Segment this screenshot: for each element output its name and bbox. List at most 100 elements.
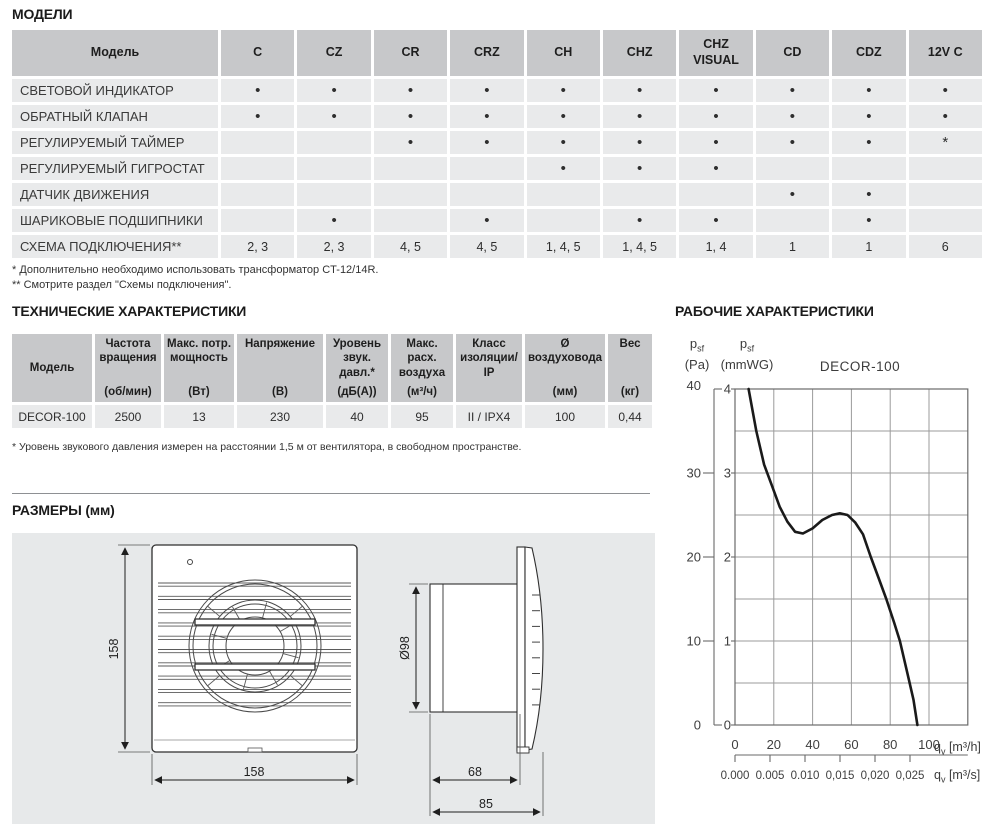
feature-cell	[221, 209, 295, 232]
feature-cell: *	[908, 131, 982, 154]
tech-col-unit: (м³/ч)	[407, 385, 437, 398]
feature-cell: •	[526, 157, 600, 180]
dimensions-drawing: 158 158 Ø98 68 85	[107, 544, 544, 816]
feature-cell	[679, 183, 753, 206]
feature-cell	[297, 131, 371, 154]
tech-col-name: Модель	[29, 361, 75, 374]
models-col-header: C	[221, 30, 295, 76]
feature-cell	[908, 209, 982, 232]
svg-text:0,015: 0,015	[826, 770, 855, 782]
tech-section-title: ТЕХНИЧЕСКИЕ ХАРАКТЕРИСТИКИ	[12, 303, 247, 319]
mmwg-axis-unit: (mmWG)	[720, 356, 774, 372]
pa-axis-subscript: sf	[697, 343, 705, 354]
models-col-header: 12V C	[908, 30, 982, 76]
models-table-row: ОБРАТНЫЙ КЛАПАН • • • • • • • • • •	[12, 105, 982, 128]
feature-cell: •	[221, 79, 295, 102]
flow-axis-subscript: v	[940, 774, 946, 785]
feature-cell	[526, 209, 600, 232]
mmwg-axis-symbol: p	[739, 336, 748, 351]
tech-col-header: Ø воздуховода (мм)	[525, 334, 605, 402]
dimensions-section-title: РАЗМЕРЫ (мм)	[12, 502, 115, 518]
feature-cell: •	[679, 157, 753, 180]
feature-label: ДАТЧИК ДВИЖЕНИЯ	[12, 183, 218, 206]
models-col-header: CH	[526, 30, 600, 76]
models-col-header: CD	[755, 30, 830, 76]
models-col-header: CZ	[297, 30, 371, 76]
models-section-title: МОДЕЛИ	[12, 6, 73, 22]
wiring-scheme-cell: 2, 3	[221, 235, 295, 258]
feature-cell	[297, 183, 371, 206]
dim-front-width: 158	[244, 765, 265, 779]
svg-text:30: 30	[687, 466, 701, 481]
feature-cell: •	[373, 131, 448, 154]
pa-axis-label: psf (Pa)	[676, 336, 718, 372]
feature-cell: •	[602, 157, 677, 180]
tech-footnote: * Уровень звукового давления измерен на …	[12, 441, 522, 453]
feature-cell: •	[755, 183, 830, 206]
svg-text:1: 1	[724, 634, 731, 649]
models-col-header: CHZ VISUAL	[679, 30, 753, 76]
tech-value-noise: 40	[326, 405, 388, 428]
feature-cell: •	[602, 105, 677, 128]
feature-label: СХЕМА ПОДКЛЮЧЕНИЯ**	[12, 235, 218, 258]
feature-cell	[755, 209, 830, 232]
feature-cell: •	[908, 79, 982, 102]
tech-value-diameter: 100	[525, 405, 605, 428]
feature-label: РЕГУЛИРУЕМЫЙ ГИГРОСТАТ	[12, 157, 218, 180]
svg-text:60: 60	[844, 737, 858, 752]
side-view-drawing	[429, 546, 544, 754]
models-col-header: CHZ	[602, 30, 677, 76]
mmwg-axis-label: psf (mmWG)	[716, 336, 778, 372]
wiring-scheme-cell: 6	[908, 235, 982, 258]
tech-col-header: Класс изоляции/ IP	[456, 334, 522, 402]
wiring-scheme-cell: 1, 4, 5	[526, 235, 600, 258]
models-table-header-row: Модель C CZ CR CRZ CH CHZ CHZ VISUAL CD …	[12, 30, 982, 76]
chart-title: DECOR-100	[819, 359, 901, 374]
models-table-row: ШАРИКОВЫЕ ПОДШИПНИКИ • • • • •	[12, 209, 982, 232]
feature-cell: •	[526, 131, 600, 154]
tech-value-weight: 0,44	[608, 405, 652, 428]
models-table-row: РЕГУЛИРУЕМЫЙ ТАЙМЕР • • • • • • • *	[12, 131, 982, 154]
svg-text:4: 4	[724, 382, 731, 397]
feature-cell	[908, 183, 982, 206]
pa-axis-unit: (Pa)	[684, 356, 710, 372]
flow-axis-symbol: q	[934, 740, 941, 754]
tech-col-name: Уровень звук. давл.*	[332, 338, 382, 379]
tech-col-name: Макс. потр. мощность	[166, 338, 232, 365]
svg-text:2: 2	[724, 550, 731, 565]
svg-text:10: 10	[687, 634, 701, 649]
feature-cell: •	[602, 131, 677, 154]
feature-cell: •	[450, 131, 524, 154]
feature-cell	[221, 157, 295, 180]
section-divider	[12, 493, 650, 494]
feature-cell: •	[373, 79, 448, 102]
dim-duct-depth: 68	[468, 765, 482, 779]
feature-cell: •	[679, 105, 753, 128]
wiring-scheme-cell: 1	[832, 235, 906, 258]
feature-cell: •	[755, 105, 830, 128]
tech-col-unit: (Вт)	[188, 385, 210, 398]
flow-axis-subscript: v	[940, 746, 946, 757]
tech-value-insulation: II / IPX4	[456, 405, 522, 428]
tech-col-name: Класс изоляции/ IP	[460, 338, 518, 379]
feature-cell: •	[297, 105, 371, 128]
side-view-dimensions: Ø98 68 85	[398, 583, 544, 816]
feature-cell: •	[908, 105, 982, 128]
svg-text:0.000: 0.000	[721, 770, 750, 782]
feature-cell: •	[832, 79, 906, 102]
models-footnote-2: ** Смотрите раздел "Схемы подключения".	[12, 279, 232, 291]
feature-cell: •	[373, 105, 448, 128]
svg-text:3: 3	[724, 466, 731, 481]
pa-axis-symbol: p	[689, 336, 698, 351]
tech-col-header: Модель	[12, 334, 92, 402]
tech-col-name: Напряжение	[244, 338, 316, 350]
svg-text:80: 80	[883, 737, 897, 752]
feature-cell: •	[450, 79, 524, 102]
feature-cell: •	[297, 79, 371, 102]
feature-cell: •	[832, 209, 906, 232]
svg-text:0,025: 0,025	[896, 770, 925, 782]
svg-text:0: 0	[724, 718, 731, 733]
feature-cell: •	[526, 79, 600, 102]
feature-cell: •	[297, 209, 371, 232]
